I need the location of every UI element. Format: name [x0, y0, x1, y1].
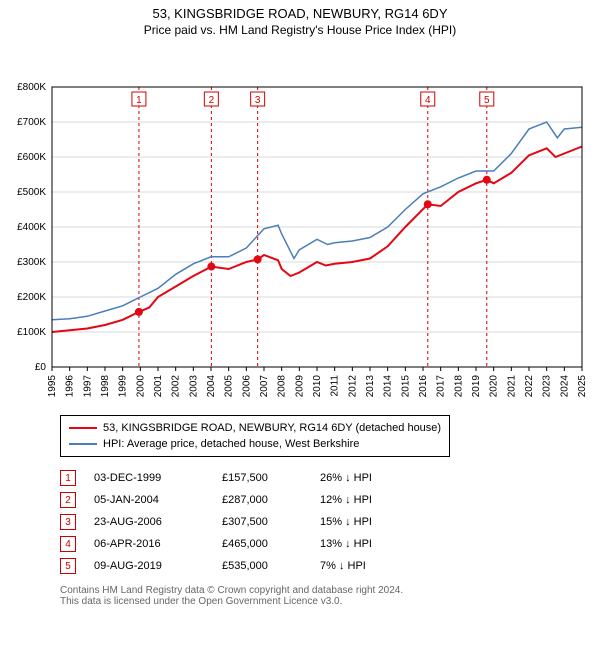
legend-row: HPI: Average price, detached house, West… — [69, 436, 441, 452]
footer-line1: Contains HM Land Registry data © Crown c… — [60, 585, 600, 596]
tx-index-box: 1 — [60, 470, 76, 486]
svg-text:1998: 1998 — [100, 375, 111, 398]
svg-text:2025: 2025 — [577, 375, 588, 398]
svg-text:1: 1 — [136, 95, 142, 106]
svg-text:2001: 2001 — [153, 375, 164, 398]
tx-pct-vs-hpi: 13% ↓ HPI — [320, 538, 420, 550]
footer-attribution: Contains HM Land Registry data © Crown c… — [60, 585, 600, 607]
title-address: 53, KINGSBRIDGE ROAD, NEWBURY, RG14 6DY — [0, 0, 600, 21]
tx-date: 06-APR-2016 — [94, 538, 204, 550]
tx-index-box: 4 — [60, 536, 76, 552]
footer-line2: This data is licensed under the Open Gov… — [60, 596, 600, 607]
price-chart: £0 £100K £200K £300K £400K £500K £600K £700K £80… — [0, 37, 600, 407]
svg-text:£400K: £400K — [17, 222, 46, 233]
tx-pct-vs-hpi: 7% ↓ HPI — [320, 560, 420, 572]
tx-price: £157,500 — [222, 472, 302, 484]
svg-text:2000: 2000 — [135, 375, 146, 398]
svg-text:1996: 1996 — [65, 375, 76, 398]
tx-date: 09-AUG-2019 — [94, 560, 204, 572]
tx-pct-vs-hpi: 26% ↓ HPI — [320, 472, 420, 484]
tx-index-box: 2 — [60, 492, 76, 508]
svg-text:2002: 2002 — [171, 375, 182, 398]
chart-card: 53, KINGSBRIDGE ROAD, NEWBURY, RG14 6DY … — [0, 0, 600, 650]
svg-text:2008: 2008 — [277, 375, 288, 398]
legend-row: 53, KINGSBRIDGE ROAD, NEWBURY, RG14 6DY … — [69, 420, 441, 436]
svg-text:2006: 2006 — [241, 375, 252, 398]
svg-text:£300K: £300K — [17, 257, 46, 268]
svg-text:2009: 2009 — [294, 375, 305, 398]
legend: 53, KINGSBRIDGE ROAD, NEWBURY, RG14 6DY … — [60, 415, 450, 457]
svg-text:2014: 2014 — [383, 375, 394, 398]
legend-label: HPI: Average price, detached house, West… — [103, 438, 359, 450]
tx-index-box: 5 — [60, 558, 76, 574]
svg-text:2019: 2019 — [471, 375, 482, 398]
svg-text:2012: 2012 — [347, 375, 358, 398]
svg-text:£500K: £500K — [17, 187, 46, 198]
tx-price: £287,000 — [222, 494, 302, 506]
svg-text:2015: 2015 — [400, 375, 411, 398]
svg-text:£0: £0 — [35, 362, 47, 373]
svg-text:2021: 2021 — [506, 375, 517, 398]
tx-date: 23-AUG-2006 — [94, 516, 204, 528]
svg-text:1999: 1999 — [118, 375, 129, 398]
svg-text:2022: 2022 — [524, 375, 535, 398]
svg-text:£800K: £800K — [17, 82, 46, 93]
legend-label: 53, KINGSBRIDGE ROAD, NEWBURY, RG14 6DY … — [103, 422, 441, 434]
svg-text:2003: 2003 — [188, 375, 199, 398]
title-subtitle: Price paid vs. HM Land Registry's House … — [0, 21, 600, 37]
svg-text:£200K: £200K — [17, 292, 46, 303]
tx-date: 03-DEC-1999 — [94, 472, 204, 484]
svg-text:1995: 1995 — [47, 375, 58, 398]
tx-pct-vs-hpi: 12% ↓ HPI — [320, 494, 420, 506]
tx-price: £307,500 — [222, 516, 302, 528]
svg-text:3: 3 — [255, 95, 261, 106]
svg-text:2005: 2005 — [224, 375, 235, 398]
transaction-table: 1 03-DEC-1999 £157,500 26% ↓ HPI 2 05-JAN-200… — [60, 467, 600, 577]
tx-date: 05-JAN-2004 — [94, 494, 204, 506]
table-row: 4 06-APR-2016 £465,000 13% ↓ HPI — [60, 533, 600, 555]
svg-text:2010: 2010 — [312, 375, 323, 398]
svg-text:2016: 2016 — [418, 375, 429, 398]
tx-price: £535,000 — [222, 560, 302, 572]
svg-text:2023: 2023 — [542, 375, 553, 398]
table-row: 5 09-AUG-2019 £535,000 7% ↓ HPI — [60, 555, 600, 577]
svg-text:4: 4 — [425, 95, 431, 106]
legend-swatch — [69, 443, 97, 445]
svg-text:£700K: £700K — [17, 117, 46, 128]
svg-text:2013: 2013 — [365, 375, 376, 398]
table-row: 1 03-DEC-1999 £157,500 26% ↓ HPI — [60, 467, 600, 489]
svg-text:2017: 2017 — [436, 375, 447, 398]
svg-text:5: 5 — [484, 95, 490, 106]
svg-text:£600K: £600K — [17, 152, 46, 163]
svg-text:2004: 2004 — [206, 375, 217, 398]
svg-text:1997: 1997 — [82, 375, 93, 398]
tx-index-box: 3 — [60, 514, 76, 530]
tx-pct-vs-hpi: 15% ↓ HPI — [320, 516, 420, 528]
svg-text:2011: 2011 — [330, 375, 341, 397]
legend-swatch — [69, 427, 97, 429]
table-row: 3 23-AUG-2006 £307,500 15% ↓ HPI — [60, 511, 600, 533]
svg-text:2: 2 — [209, 95, 215, 106]
svg-text:2020: 2020 — [489, 375, 500, 398]
svg-text:2018: 2018 — [453, 375, 464, 398]
svg-text:£100K: £100K — [17, 327, 46, 338]
svg-text:2024: 2024 — [559, 375, 570, 398]
table-row: 2 05-JAN-2004 £287,000 12% ↓ HPI — [60, 489, 600, 511]
svg-text:2007: 2007 — [259, 375, 270, 398]
tx-price: £465,000 — [222, 538, 302, 550]
